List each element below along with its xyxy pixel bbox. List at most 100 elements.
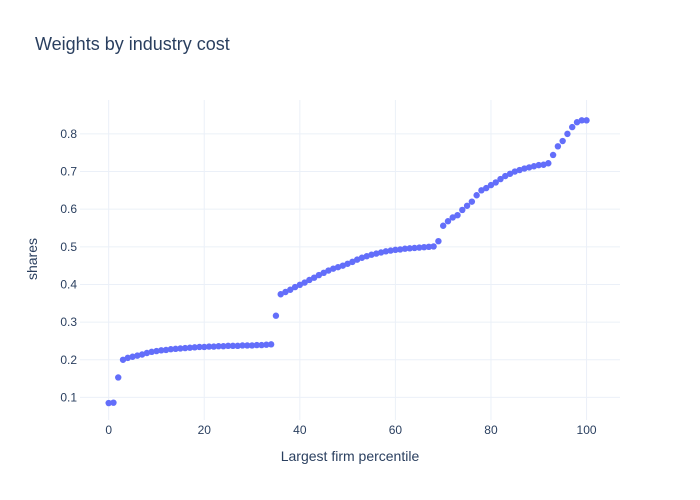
data-point[interactable]	[559, 137, 566, 145]
data-point[interactable]	[229, 342, 237, 350]
data-point[interactable]	[181, 344, 189, 352]
data-point[interactable]	[310, 274, 318, 281]
data-point[interactable]	[545, 160, 552, 167]
data-point[interactable]	[272, 312, 280, 319]
data-point[interactable]	[282, 288, 289, 296]
data-point[interactable]	[167, 346, 174, 353]
data-point[interactable]	[267, 341, 275, 348]
y-tick-label: 0.3	[60, 315, 77, 329]
data-point[interactable]	[473, 192, 480, 199]
y-axis-title: shares	[24, 238, 40, 280]
data-point[interactable]	[502, 172, 509, 180]
data-point[interactable]	[301, 279, 308, 286]
data-point[interactable]	[263, 341, 270, 348]
data-point[interactable]	[253, 341, 261, 349]
data-point[interactable]	[554, 143, 562, 150]
data-point[interactable]	[416, 244, 423, 251]
data-point[interactable]	[373, 250, 380, 257]
data-point[interactable]	[148, 348, 155, 356]
data-point[interactable]	[411, 244, 418, 252]
data-point[interactable]	[468, 198, 476, 205]
data-point[interactable]	[296, 281, 304, 289]
data-point[interactable]	[454, 212, 461, 219]
data-point[interactable]	[320, 269, 327, 276]
data-point[interactable]	[430, 243, 437, 250]
data-point[interactable]	[492, 179, 499, 186]
data-point[interactable]	[201, 343, 208, 351]
data-point[interactable]	[196, 343, 203, 351]
data-point[interactable]	[439, 222, 447, 229]
x-tick-label: 80	[484, 423, 498, 437]
data-point[interactable]	[205, 343, 213, 350]
data-point[interactable]	[158, 347, 165, 354]
data-point[interactable]	[368, 251, 375, 258]
data-point[interactable]	[392, 246, 399, 254]
data-point[interactable]	[186, 344, 194, 351]
chart-title: Weights by industry cost	[35, 34, 230, 54]
data-point[interactable]	[248, 342, 256, 349]
data-point[interactable]	[115, 374, 122, 381]
data-point[interactable]	[315, 271, 323, 279]
data-point[interactable]	[459, 206, 466, 214]
data-point[interactable]	[382, 248, 390, 255]
data-point[interactable]	[224, 342, 232, 350]
data-point[interactable]	[564, 130, 571, 138]
data-point[interactable]	[244, 342, 251, 349]
y-tick-label: 0.1	[60, 390, 77, 404]
data-point[interactable]	[526, 164, 533, 171]
data-point[interactable]	[258, 341, 265, 349]
data-point[interactable]	[234, 342, 241, 350]
data-point[interactable]	[506, 170, 514, 177]
data-point[interactable]	[239, 342, 246, 349]
data-point[interactable]	[463, 202, 471, 209]
data-point[interactable]	[530, 163, 538, 170]
data-point[interactable]	[396, 246, 404, 253]
data-point[interactable]	[583, 117, 590, 124]
data-point[interactable]	[129, 353, 136, 360]
data-point[interactable]	[134, 352, 141, 359]
data-point[interactable]	[420, 244, 428, 251]
data-point[interactable]	[387, 247, 394, 254]
data-point[interactable]	[401, 245, 409, 252]
data-point[interactable]	[291, 283, 299, 291]
data-point[interactable]	[425, 243, 433, 251]
data-point[interactable]	[435, 237, 442, 245]
data-point[interactable]	[482, 184, 490, 192]
data-point[interactable]	[487, 181, 495, 189]
data-point[interactable]	[215, 343, 222, 350]
data-point[interactable]	[377, 249, 385, 256]
data-point[interactable]	[478, 187, 485, 194]
data-point[interactable]	[210, 343, 218, 350]
grid	[80, 100, 620, 420]
data-point[interactable]	[521, 165, 528, 172]
data-point[interactable]	[172, 345, 179, 353]
x-axis-title: Largest firm percentile	[281, 448, 420, 464]
x-tick-label: 60	[389, 423, 403, 437]
data-point[interactable]	[177, 345, 184, 352]
data-point[interactable]	[191, 344, 198, 351]
data-points[interactable]	[105, 117, 590, 407]
x-tick-label: 20	[198, 423, 212, 437]
data-point[interactable]	[220, 343, 227, 350]
data-point[interactable]	[153, 347, 160, 355]
data-point[interactable]	[406, 245, 413, 252]
data-point[interactable]	[444, 218, 452, 225]
data-point[interactable]	[143, 349, 151, 357]
data-point[interactable]	[162, 346, 170, 354]
y-tick-label: 0.7	[60, 165, 77, 179]
data-point[interactable]	[306, 276, 313, 284]
data-point[interactable]	[349, 258, 356, 266]
data-point[interactable]	[124, 354, 131, 362]
data-point[interactable]	[277, 291, 284, 298]
data-point[interactable]	[549, 151, 557, 159]
data-point[interactable]	[287, 286, 294, 293]
data-point[interactable]	[535, 161, 542, 169]
data-point[interactable]	[497, 175, 504, 183]
data-point[interactable]	[578, 117, 585, 124]
data-point[interactable]	[110, 399, 117, 406]
data-point[interactable]	[105, 399, 112, 407]
data-point[interactable]	[449, 214, 456, 221]
data-point[interactable]	[569, 123, 576, 131]
x-tick-label: 100	[577, 423, 597, 437]
